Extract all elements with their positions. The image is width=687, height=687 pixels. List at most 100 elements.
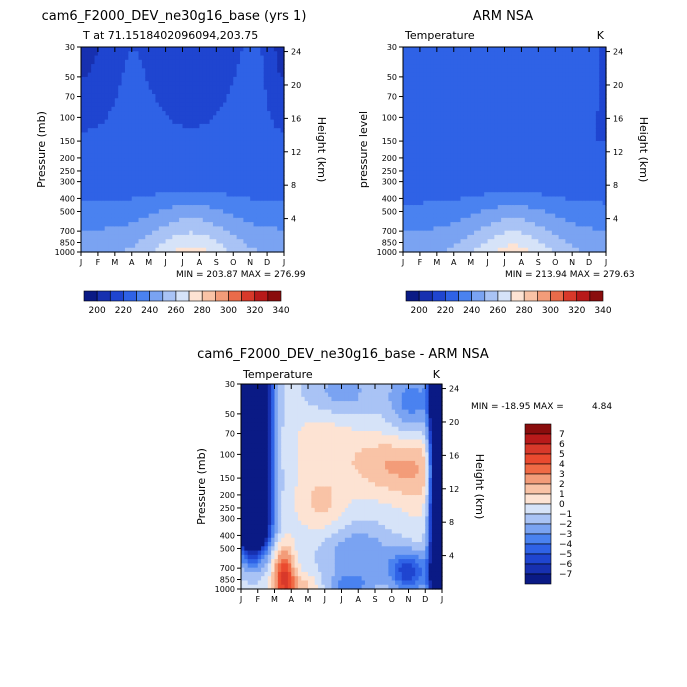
heat-cell [121,128,126,134]
heat-cell [277,209,282,215]
heat-cell [267,153,272,159]
heat-cell [426,115,431,121]
heat-cell [487,166,492,172]
heat-cell [490,85,495,91]
heat-cell [474,81,479,87]
heat-cell [179,102,184,108]
heat-cell [453,170,458,176]
heat-cell [162,192,167,198]
height-tick-label: 16 [291,114,301,123]
heat-cell [253,217,258,223]
heat-cell [260,200,265,206]
heat-cell [243,247,248,253]
heat-cell [419,200,424,206]
heat-cell [199,179,204,185]
heat-cell [162,64,167,69]
heat-cell [256,76,261,82]
heat-cell [145,136,150,142]
heat-cell [124,234,129,240]
heat-cell [114,98,119,104]
heat-cell [280,213,285,219]
heat-cell [209,200,214,206]
heat-cell [467,59,472,65]
heat-cell [470,158,475,163]
heat-cell [541,55,546,61]
heat-cell [416,119,421,125]
heat-cell [118,166,123,172]
heat-cell [440,119,445,125]
heat-cell [209,196,214,202]
heat-cell [216,170,221,176]
heat-cell [453,192,458,198]
heat-cell [87,243,92,249]
heat-cell [114,72,119,78]
heat-cell [450,119,455,125]
heat-cell [531,187,536,193]
heat-cell [470,234,475,240]
heat-cell [101,51,106,57]
heat-cell [403,230,407,236]
heat-cell [518,93,523,99]
heat-cell [277,200,282,206]
heat-cell [189,55,194,61]
heat-cell [182,55,187,61]
heat-cell [280,200,285,206]
heat-cell [270,162,275,168]
heat-cell [212,213,217,219]
heat-cell [124,230,129,236]
heat-cell [263,226,268,232]
heat-cell [250,136,255,142]
heat-cell [403,47,407,52]
heat-cell [403,136,407,142]
heat-cell [518,145,523,151]
heat-cell [263,205,268,210]
heat-cell [490,72,495,78]
heat-cell [94,136,99,142]
heat-cell [490,158,495,163]
heat-cell [226,81,231,87]
heat-cell [148,106,153,112]
heat-cell [182,98,187,104]
heat-cell [280,55,285,61]
heat-cell [179,247,184,253]
heat-cell [91,119,96,125]
heat-cell [114,59,119,65]
heat-cell [497,158,502,163]
heat-cell [470,247,475,253]
heat-cell [148,175,153,180]
heat-cell [494,170,499,176]
heat-cell [504,247,509,253]
heat-cell [243,76,248,82]
heat-cell [277,187,282,193]
heat-cell [219,153,224,159]
heat-cell [270,128,275,134]
heat-cell [507,89,512,95]
heat-cell [280,102,285,108]
heat-cell [277,183,282,189]
heat-cell [124,64,129,69]
heat-cell [467,243,472,249]
heat-cell [172,149,177,155]
heat-cell [470,196,475,202]
heat-cell [518,102,523,108]
heat-cell [243,85,248,91]
heat-cell [138,230,143,236]
heat-cell [409,140,414,146]
heat-cell [165,93,170,99]
heat-cell [87,230,92,236]
heat-cell [202,170,207,176]
heat-cell [507,51,512,57]
heat-cell [511,183,516,189]
heat-cell [162,234,167,240]
heat-cell [182,196,187,202]
heat-cell [101,89,106,95]
heat-cell [419,149,424,155]
heat-cell [158,98,163,104]
heat-cell [538,209,543,215]
heat-cell [443,149,448,155]
heat-cell [111,205,116,210]
heat-cell [270,119,275,125]
heat-cell [470,106,475,112]
heat-cell [246,230,251,236]
heat-cell [433,102,438,108]
